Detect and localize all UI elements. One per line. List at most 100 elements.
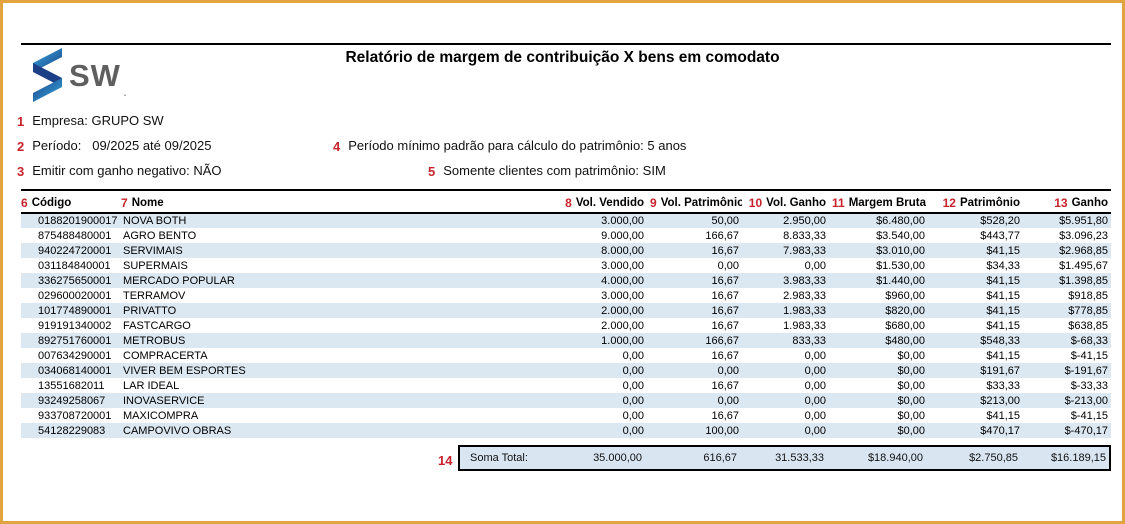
- cell-margem-bruta: $0,00: [897, 364, 925, 377]
- param-empresa: 1 Empresa: GRUPO SW: [17, 113, 164, 129]
- cell-vol-patrimonio: 16,67: [711, 244, 739, 257]
- cell-margem-bruta: $3.010,00: [876, 244, 925, 257]
- cell-patrimonio: $528,20: [980, 215, 1020, 227]
- table-row: 892751760001 METROBUS 1.000,00 166,67 83…: [21, 333, 1111, 348]
- cell-vol-patrimonio: 16,67: [711, 289, 739, 302]
- column-header-vol-ganho-label: Vol. Ganho: [766, 196, 826, 209]
- cell-vol-ganho: 833,33: [792, 334, 826, 347]
- column-header-nome-label: Nome: [131, 196, 164, 209]
- cell-vol-patrimonio: 16,67: [711, 304, 739, 317]
- table-row: 007634290001 COMPRACERTA 0,00 16,67 0,00…: [21, 348, 1111, 363]
- cell-patrimonio: $41,15: [986, 289, 1020, 302]
- cell-patrimonio: $443,77: [980, 229, 1020, 242]
- table-row: 031184840001 SUPERMAIS 3.000,00 0,00 0,0…: [21, 258, 1111, 273]
- cell-vol-patrimonio: 16,67: [711, 349, 739, 362]
- cell-nome: INOVASERVICE: [123, 394, 205, 407]
- cell-nome: AGRO BENTO: [123, 229, 197, 242]
- cell-vol-ganho: 8.833,33: [783, 229, 826, 242]
- cell-nome: COMPRACERTA: [123, 349, 208, 362]
- table-row: 875488480001 AGRO BENTO 9.000,00 166,67 …: [21, 228, 1111, 243]
- cell-vol-ganho: 0,00: [804, 364, 826, 377]
- column-header-vol-vendido: 8 Vol. Vendido: [533, 190, 647, 213]
- callout-14: 14: [438, 453, 453, 468]
- cell-codigo: 101774890001: [38, 304, 112, 317]
- cell-vol-ganho: 0,00: [804, 394, 826, 407]
- cell-vol-vendido: 2.000,00: [601, 319, 644, 332]
- cell-nome: MERCADO POPULAR: [123, 274, 235, 287]
- cell-ganho: $5.951,80: [1059, 215, 1108, 227]
- cell-ganho: $638,85: [1068, 319, 1108, 332]
- cell-patrimonio: $548,33: [980, 334, 1020, 347]
- cell-vol-vendido: 3.000,00: [601, 215, 644, 227]
- cell-vol-vendido: 8.000,00: [601, 244, 644, 257]
- cell-nome: TERRAMOV: [123, 289, 186, 302]
- cell-nome: SUPERMAIS: [123, 259, 188, 272]
- table-row: 01882019000171 NOVA BOTH 3.000,00 50,00 …: [21, 213, 1111, 228]
- cell-codigo: 933708720001: [38, 409, 112, 422]
- cell-vol-vendido: 0,00: [622, 424, 644, 437]
- cell-vol-ganho: 2.950,00: [783, 215, 826, 227]
- cell-margem-bruta: $0,00: [897, 424, 925, 437]
- param-ganho-negativo: 3 Emitir com ganho negativo: NÃO: [17, 163, 222, 179]
- cell-codigo: 54128229083: [38, 424, 106, 437]
- cell-nome: MAXICOMPRA: [123, 409, 199, 422]
- table-row: 933708720001 MAXICOMPRA 0,00 16,67 0,00 …: [21, 408, 1111, 423]
- cell-vol-vendido: 4.000,00: [601, 274, 644, 287]
- cell-codigo: 13551682011: [38, 379, 105, 392]
- total-vol-ganho: 31.533,33: [775, 452, 824, 464]
- cell-ganho: $1.495,67: [1059, 259, 1108, 272]
- sw-logo-dot: .: [122, 83, 127, 99]
- cell-patrimonio: $41,15: [986, 409, 1020, 422]
- cell-ganho: $3.096,23: [1059, 229, 1108, 242]
- total-vol-patrimonio: 616,67: [703, 452, 737, 464]
- cell-vol-vendido: 0,00: [622, 379, 644, 392]
- cell-vol-vendido: 0,00: [622, 409, 644, 422]
- table-row: 336275650001 MERCADO POPULAR 4.000,00 16…: [21, 273, 1111, 288]
- column-header-vol-patrimonio: 9 Vol. Patrimônio: [647, 190, 742, 213]
- cell-nome: CAMPOVIVO OBRAS: [123, 424, 232, 437]
- param-periodo: 2 Período: 09/2025 até 09/2025: [17, 138, 212, 154]
- cell-patrimonio: $41,15: [986, 304, 1020, 317]
- column-header-margem-bruta: 11 Margem Bruta: [829, 190, 928, 213]
- cell-codigo: 01882019000171: [38, 215, 118, 227]
- cell-vol-vendido: 0,00: [622, 364, 644, 377]
- callout-7: 7: [121, 195, 128, 210]
- table-row: 940224720001 SERVIMAIS 8.000,00 16,67 7.…: [21, 243, 1111, 258]
- cell-patrimonio: $213,00: [980, 394, 1020, 407]
- cell-vol-ganho: 0,00: [804, 409, 826, 422]
- callout-9: 9: [650, 195, 657, 210]
- cell-margem-bruta: $0,00: [897, 349, 925, 362]
- column-header-vol-ganho: 10 Vol. Ganho: [742, 190, 829, 213]
- total-label: Soma Total:: [470, 452, 528, 464]
- cell-vol-ganho: 0,00: [804, 379, 826, 392]
- cell-ganho: $918,85: [1068, 289, 1108, 302]
- callout-2: 2: [17, 139, 25, 154]
- cell-ganho: $1.398,85: [1059, 274, 1108, 287]
- cell-codigo: 034068140001: [38, 364, 112, 377]
- table-row: 101774890001 PRIVATTO 2.000,00 16,67 1.9…: [21, 303, 1111, 318]
- param-periodo-minimo: 4 Período mínimo padrão para cálculo do …: [333, 138, 686, 154]
- callout-13: 13: [1054, 195, 1068, 210]
- column-header-vol-vendido-label: Vol. Vendido: [575, 196, 644, 209]
- cell-codigo: 892751760001: [38, 334, 112, 347]
- cell-patrimonio: $41,15: [986, 274, 1020, 287]
- cell-patrimonio: $41,15: [986, 319, 1020, 332]
- sw-logo-icon: [33, 48, 62, 102]
- cell-vol-vendido: 3.000,00: [601, 259, 644, 272]
- callout-4: 4: [333, 139, 341, 154]
- cell-ganho: $-33,33: [1070, 379, 1108, 392]
- cell-codigo: 031184840001: [38, 259, 111, 272]
- total-ganho: $16.189,15: [1050, 452, 1106, 464]
- cell-vol-ganho: 2.983,33: [783, 289, 826, 302]
- cell-patrimonio: $34,33: [986, 259, 1020, 272]
- param-empresa-text: Empresa: GRUPO SW: [32, 113, 164, 128]
- callout-6: 6: [21, 195, 28, 210]
- cell-vol-patrimonio: 166,67: [705, 334, 739, 347]
- sw-logo-text: SW: [69, 57, 121, 93]
- cell-patrimonio: $41,15: [986, 244, 1020, 257]
- cell-codigo: 007634290001: [38, 349, 112, 362]
- cell-codigo: 875488480001: [38, 229, 112, 242]
- cell-codigo: 336275650001: [38, 274, 112, 287]
- cell-margem-bruta: $0,00: [897, 394, 925, 407]
- callout-11: 11: [832, 195, 845, 210]
